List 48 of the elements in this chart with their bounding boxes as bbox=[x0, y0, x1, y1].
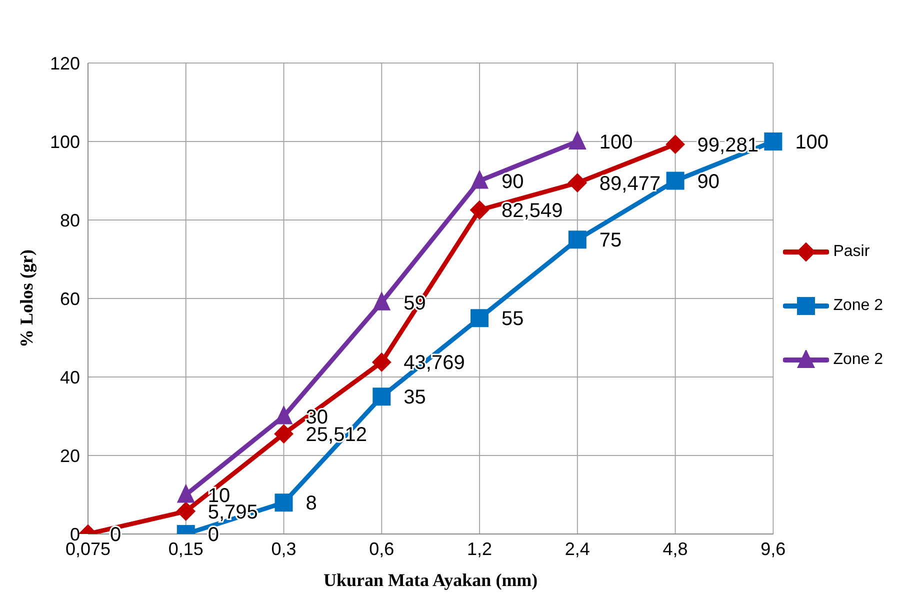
x-tick-label: 0,15 bbox=[168, 538, 204, 559]
data-label: 100 bbox=[795, 132, 829, 154]
y-axis-title: % Lolos (gr) bbox=[16, 250, 36, 348]
point bbox=[372, 388, 391, 406]
point bbox=[666, 134, 685, 154]
point bbox=[568, 173, 587, 192]
data-label: 0 bbox=[208, 524, 220, 546]
point bbox=[764, 132, 782, 150]
point bbox=[470, 200, 490, 220]
point bbox=[176, 502, 196, 521]
y-tick-label: 80 bbox=[60, 210, 80, 230]
x-axis-title: Ukuran Mata Ayakan (mm) bbox=[324, 570, 538, 590]
x-tick-label: 9,6 bbox=[760, 538, 786, 559]
x-tick-label: 0,6 bbox=[369, 538, 394, 559]
point bbox=[372, 352, 392, 372]
data-label: 89,477 bbox=[599, 172, 661, 195]
data-label: 35 bbox=[404, 386, 426, 409]
point bbox=[176, 484, 195, 503]
data-label: 0 bbox=[110, 524, 122, 546]
point bbox=[568, 230, 586, 249]
data-label: 55 bbox=[502, 308, 524, 330]
point bbox=[470, 309, 489, 328]
legend-label: Zone 2 bbox=[833, 351, 883, 369]
point bbox=[470, 170, 489, 189]
data-label: 30 bbox=[306, 406, 328, 428]
data-label: 90 bbox=[697, 170, 720, 193]
legend-label: Zone 2 bbox=[833, 297, 883, 315]
y-tick-label: 40 bbox=[60, 367, 80, 388]
data-label: 90 bbox=[502, 170, 524, 193]
data-label: 82,549 bbox=[502, 200, 563, 222]
x-tick-label: 2,4 bbox=[564, 538, 590, 559]
legend-label: Pasir bbox=[833, 243, 870, 261]
x-tick-label: 0,3 bbox=[271, 538, 296, 559]
point bbox=[274, 494, 293, 512]
y-tick-label: 20 bbox=[60, 446, 80, 466]
x-tick-label: 1,2 bbox=[467, 538, 492, 559]
y-tick-label: 60 bbox=[60, 288, 80, 309]
data-label: 100 bbox=[599, 132, 633, 154]
y-tick-label: 120 bbox=[50, 53, 80, 74]
data-label: 75 bbox=[599, 230, 622, 252]
y-tick-label: 100 bbox=[50, 132, 80, 152]
x-tick-label: 4,8 bbox=[662, 538, 688, 559]
data-label: 8 bbox=[306, 492, 317, 515]
point bbox=[568, 130, 586, 150]
data-label: 99,281 bbox=[697, 134, 758, 156]
point bbox=[666, 172, 684, 190]
point bbox=[372, 291, 391, 310]
point bbox=[274, 424, 294, 444]
